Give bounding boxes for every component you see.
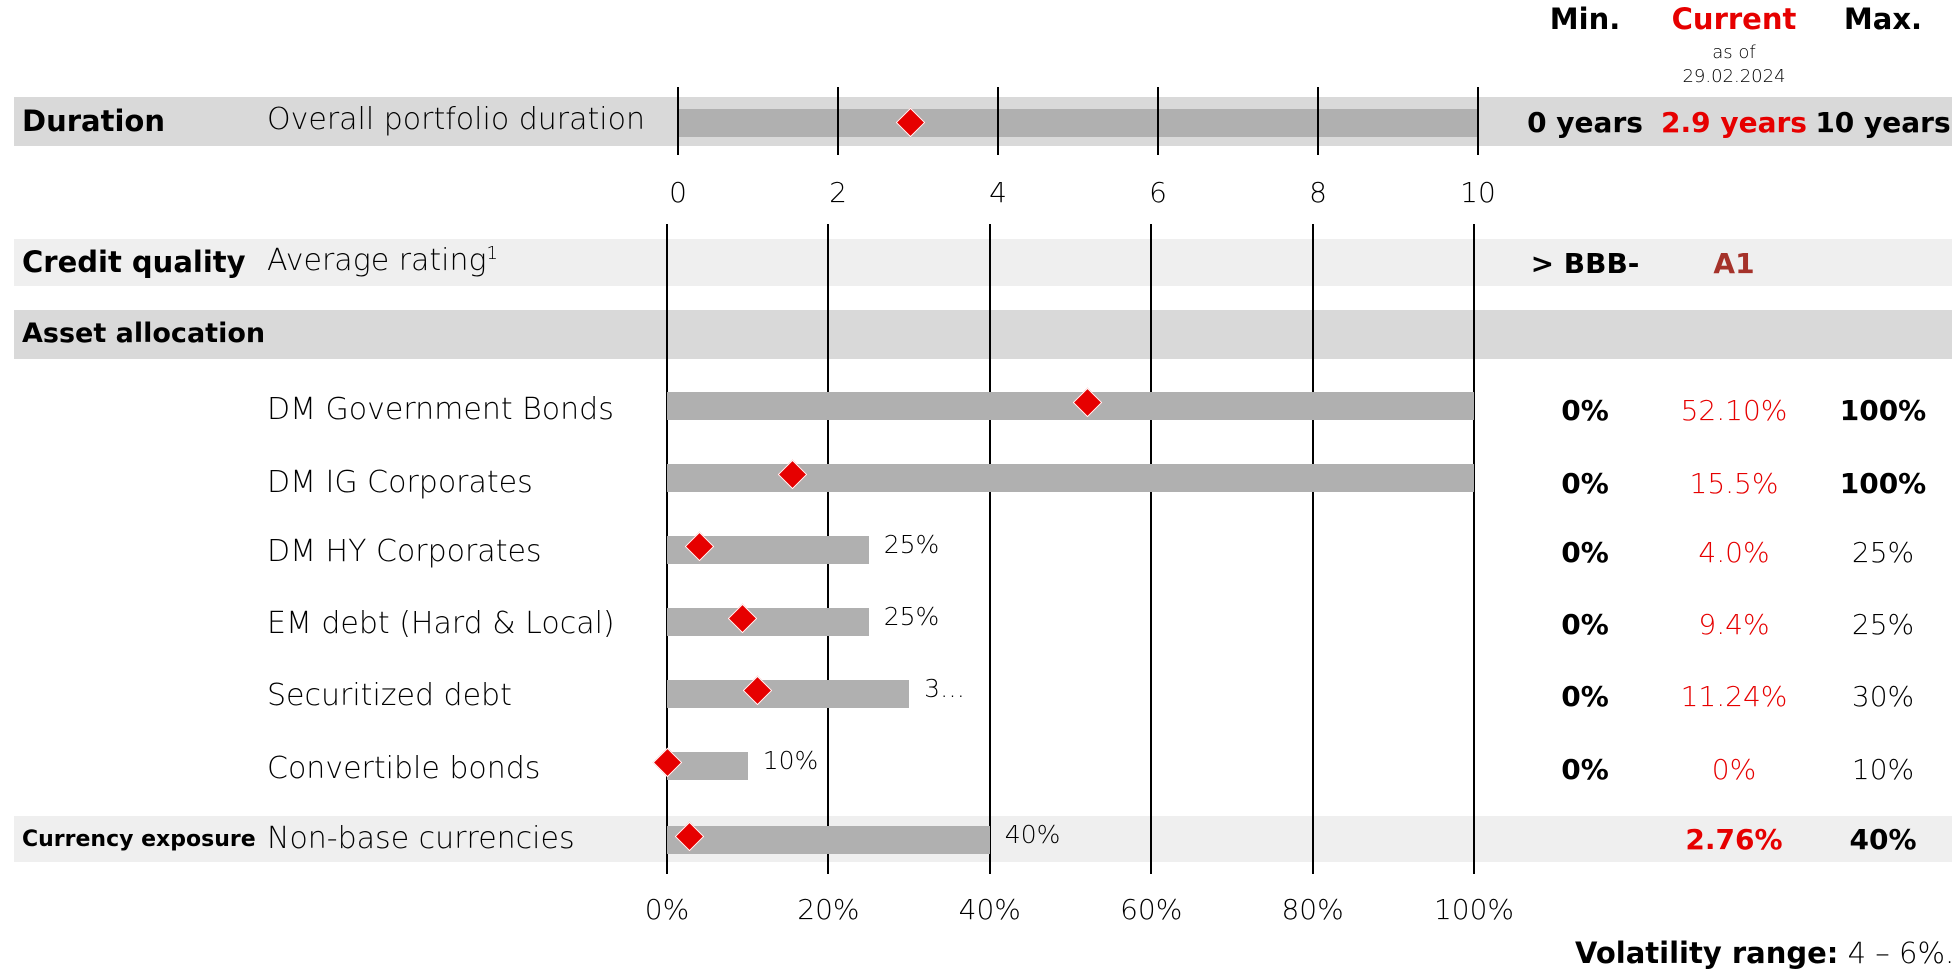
duration-tick-line xyxy=(1477,87,1479,155)
asset-row-min: 0% xyxy=(1561,608,1609,641)
duration-max: 10 years xyxy=(1815,106,1951,139)
duration-tick-line xyxy=(677,87,679,155)
header-as-of-date: 29.02.2024 xyxy=(1682,66,1786,87)
duration-label: Overall portfolio duration xyxy=(267,102,645,137)
asset-row-min: 0% xyxy=(1561,753,1609,786)
currency-section-title: Currency exposure xyxy=(22,827,256,852)
credit-footnote: 1 xyxy=(486,243,498,264)
asset-row-current: 0% xyxy=(1711,753,1757,786)
allocation-grid-line xyxy=(988,224,991,874)
asset-allocation-band xyxy=(14,310,1952,359)
duration-tick-line xyxy=(837,87,839,155)
allocation-range-bar xyxy=(667,392,1474,420)
asset-row-current: 11.24% xyxy=(1680,680,1788,713)
currency-label: Non-base currencies xyxy=(267,821,575,856)
asset-row-current: 15.5% xyxy=(1689,467,1779,500)
duration-range-bar xyxy=(678,109,1478,137)
allocation-range-bar xyxy=(667,752,748,780)
duration-min: 0 years xyxy=(1527,106,1643,139)
asset-row-min: 0% xyxy=(1561,394,1609,427)
asset-row-max: 25% xyxy=(1851,608,1915,641)
duration-tick-label: 8 xyxy=(1309,176,1327,209)
asset-row-label: DM IG Corporates xyxy=(267,465,533,500)
credit-band xyxy=(14,239,1952,286)
asset-row-max: 100% xyxy=(1839,467,1927,500)
allocation-tick-label: 100% xyxy=(1433,893,1515,926)
volatility-value: 4 – 6%. xyxy=(1847,936,1952,970)
allocation-tick-label: 0% xyxy=(644,893,690,926)
asset-row-min: 0% xyxy=(1561,536,1609,569)
allocation-bar-label: 25% xyxy=(883,602,940,631)
duration-tick-label: 4 xyxy=(989,176,1007,209)
asset-allocation-section-title: Asset allocation xyxy=(22,318,266,349)
header-min-label: Min. xyxy=(1549,2,1621,36)
allocation-tick-label: 80% xyxy=(1281,893,1344,926)
asset-row-current: 9.4% xyxy=(1698,608,1770,641)
duration-current: 2.9 years xyxy=(1661,106,1807,139)
header-as-of-label: as of xyxy=(1712,42,1756,63)
allocation-bar-label: 40% xyxy=(1004,820,1061,849)
asset-row-max: 100% xyxy=(1839,394,1927,427)
allocation-bar-label: 25% xyxy=(883,530,940,559)
allocation-bar-label: 3… xyxy=(924,674,965,703)
asset-row-current: 4.0% xyxy=(1698,536,1770,569)
duration-tick-label: 2 xyxy=(829,176,847,209)
allocation-tick-label: 20% xyxy=(797,893,860,926)
duration-tick-line xyxy=(1157,87,1159,155)
asset-row-label: Securitized debt xyxy=(267,678,512,713)
asset-row-max: 30% xyxy=(1851,680,1915,713)
asset-row-label: EM debt (Hard & Local) xyxy=(267,606,615,641)
credit-min: > BBB- xyxy=(1530,247,1640,280)
header-max-label: Max. xyxy=(1843,2,1923,36)
allocation-grid-line xyxy=(1473,224,1475,874)
duration-tick-line xyxy=(997,87,999,155)
duration-section-title: Duration xyxy=(22,104,165,138)
asset-row-label: DM HY Corporates xyxy=(267,534,542,569)
allocation-range-bar xyxy=(667,608,869,636)
duration-tick-label: 6 xyxy=(1149,176,1167,209)
allocation-grid-line xyxy=(1150,224,1153,874)
duration-tick-label: 0 xyxy=(669,176,687,209)
allocation-tick-label: 60% xyxy=(1120,893,1183,926)
volatility-label: Volatility range: xyxy=(1575,936,1839,970)
asset-row-label: DM Government Bonds xyxy=(267,392,614,427)
allocation-bar-label: 10% xyxy=(762,746,819,775)
duration-tick-label: 10 xyxy=(1460,176,1496,209)
allocation-range-bar xyxy=(667,826,990,854)
allocation-range-bar xyxy=(667,680,910,708)
allocation-grid-line xyxy=(1311,224,1314,874)
volatility-range: Volatility range: 4 – 6%. xyxy=(1575,936,1952,970)
asset-row-label: Convertible bonds xyxy=(267,751,541,786)
credit-label: Average rating1 xyxy=(267,243,498,278)
credit-label-text: Average rating xyxy=(267,243,487,278)
allocation-tick-label: 40% xyxy=(958,893,1021,926)
asset-row-min: 0% xyxy=(1561,467,1609,500)
asset-row-min: 0% xyxy=(1561,680,1609,713)
currency-current: 2.76% xyxy=(1685,823,1783,856)
credit-current: A1 xyxy=(1713,247,1755,280)
asset-row-current: 52.10% xyxy=(1680,394,1788,427)
duration-tick-line xyxy=(1317,87,1319,155)
credit-section-title: Credit quality xyxy=(22,245,246,279)
asset-row-max: 25% xyxy=(1851,536,1915,569)
asset-row-max: 10% xyxy=(1851,753,1915,786)
header-current-label: Current xyxy=(1671,2,1797,36)
currency-max: 40% xyxy=(1849,823,1917,856)
